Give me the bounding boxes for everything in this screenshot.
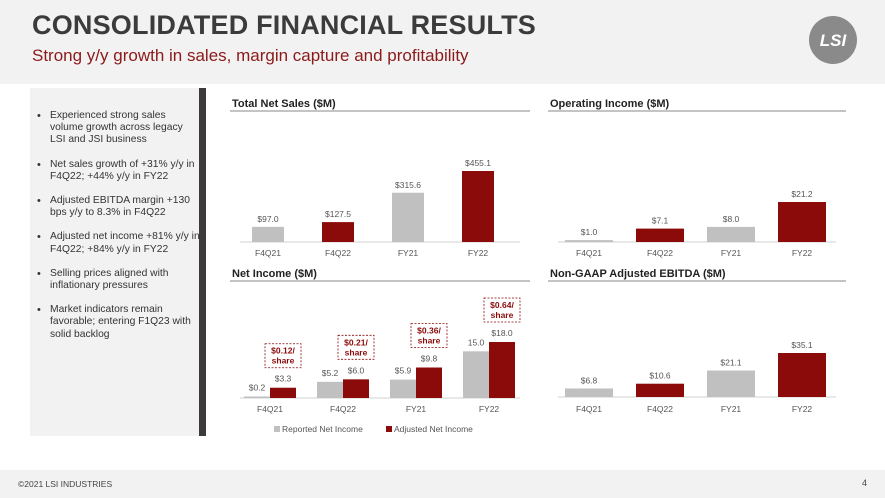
bar [707, 370, 755, 397]
lsi-logo: LSI [809, 16, 857, 64]
x-tick-label: F4Q22 [647, 248, 673, 258]
bar [252, 226, 284, 242]
x-tick-label: F4Q22 [325, 248, 351, 258]
x-tick-label: FY22 [792, 248, 813, 258]
bar [565, 240, 613, 242]
bar-value-label: $21.2 [791, 189, 813, 199]
bar-value-label: $9.8 [421, 354, 438, 364]
bar-value-label: $5.2 [322, 368, 339, 378]
chart-title: Total Net Sales ($M) [232, 98, 336, 110]
bar-value-label: $97.0 [257, 214, 279, 224]
bar-value-label: $3.3 [275, 374, 292, 384]
bar [636, 383, 684, 397]
key-points-panel: Experienced strong sales volume growth a… [30, 88, 206, 436]
bar [390, 379, 416, 398]
legend-swatch [274, 426, 280, 432]
bar-value-label: $10.6 [649, 371, 671, 381]
per-share-value: $0.36/ [417, 326, 441, 336]
bar-value-label: $315.6 [395, 180, 421, 190]
bar [778, 202, 826, 242]
bar-value-label: $18.0 [491, 328, 513, 338]
x-tick-label: FY22 [468, 248, 489, 258]
chart-title: Operating Income ($M) [550, 98, 670, 110]
per-share-value: $0.64/ [490, 300, 514, 310]
logo-circle [809, 16, 857, 64]
key-point: Selling prices aligned with inflationary… [36, 268, 200, 292]
bar [343, 379, 369, 398]
bar-value-label: $455.1 [465, 158, 491, 168]
key-point: Experienced strong sales volume growth a… [36, 110, 200, 147]
bar-value-label: $5.9 [395, 366, 412, 376]
key-point: Adjusted net income +81% y/y in F4Q22; +… [36, 231, 200, 255]
bar-value-label: $1.0 [581, 227, 598, 237]
bar-value-label: 15.0 [468, 337, 485, 347]
bar [707, 226, 755, 242]
bar-value-label: $35.1 [791, 340, 813, 350]
key-point: Market indicators remain favorable; ente… [36, 304, 200, 341]
chart-title: Net Income ($M) [232, 268, 317, 280]
per-share-value: $0.12/ [271, 346, 295, 356]
bar-value-label: $6.8 [581, 375, 598, 385]
x-tick-label: F4Q21 [255, 248, 281, 258]
x-tick-label: FY21 [721, 404, 742, 414]
chart-title: Non-GAAP Adjusted EBITDA ($M) [550, 268, 726, 280]
x-tick-label: FY22 [792, 404, 813, 414]
x-tick-label: FY21 [721, 248, 742, 258]
key-point: Net sales growth of +31% y/y in F4Q22; +… [36, 159, 200, 183]
legend-swatch [386, 426, 392, 432]
per-share-unit: share [272, 356, 295, 366]
bar [244, 396, 270, 398]
header-band: CONSOLIDATED FINANCIAL RESULTS Strong y/… [0, 0, 885, 84]
bar [270, 387, 296, 398]
per-share-unit: share [418, 336, 441, 346]
page-subtitle: Strong y/y growth in sales, margin captu… [32, 46, 469, 65]
per-share-unit: share [491, 310, 514, 320]
bar-value-label: $8.0 [723, 214, 740, 224]
bar [322, 222, 354, 242]
per-share-unit: share [345, 347, 368, 357]
page-title: CONSOLIDATED FINANCIAL RESULTS [32, 10, 536, 40]
per-share-value: $0.21/ [344, 337, 368, 347]
per-share-callout [337, 334, 375, 360]
x-tick-label: F4Q21 [576, 248, 602, 258]
key-point: Adjusted EBITDA margin +130 bps y/y to 8… [36, 195, 200, 219]
logo-text: LSI [820, 31, 848, 50]
bar-value-label: $127.5 [325, 209, 351, 219]
x-tick-label: FY21 [398, 248, 419, 258]
bar-value-label: $21.1 [720, 358, 742, 368]
x-tick-label: F4Q21 [576, 404, 602, 414]
x-tick-label: F4Q22 [330, 404, 356, 414]
legend-label: Adjusted Net Income [394, 424, 473, 434]
footer: ©2021 LSI INDUSTRIES 4 [0, 470, 885, 498]
bar [636, 228, 684, 242]
bar-value-label: $7.1 [652, 216, 669, 226]
x-tick-label: FY22 [479, 404, 500, 414]
per-share-callout [483, 297, 521, 323]
bar [416, 367, 442, 398]
x-tick-label: FY21 [406, 404, 427, 414]
per-share-callout [410, 323, 448, 348]
bar [462, 171, 494, 242]
copyright-text: ©2021 LSI INDUSTRIES [18, 479, 113, 489]
per-share-callout [264, 343, 302, 369]
bar-value-label: $6.0 [348, 365, 365, 375]
key-points-list: Experienced strong sales volume growth a… [30, 88, 200, 341]
bar [489, 342, 515, 398]
legend-label: Reported Net Income [282, 424, 363, 434]
bar [317, 381, 343, 398]
bar [463, 351, 489, 398]
bar [778, 353, 826, 397]
x-tick-label: F4Q21 [257, 404, 283, 414]
x-tick-label: F4Q22 [647, 404, 673, 414]
bar [565, 388, 613, 397]
page-number: 4 [861, 478, 867, 488]
bar [392, 192, 424, 242]
bar-value-label: $0.2 [249, 383, 266, 393]
